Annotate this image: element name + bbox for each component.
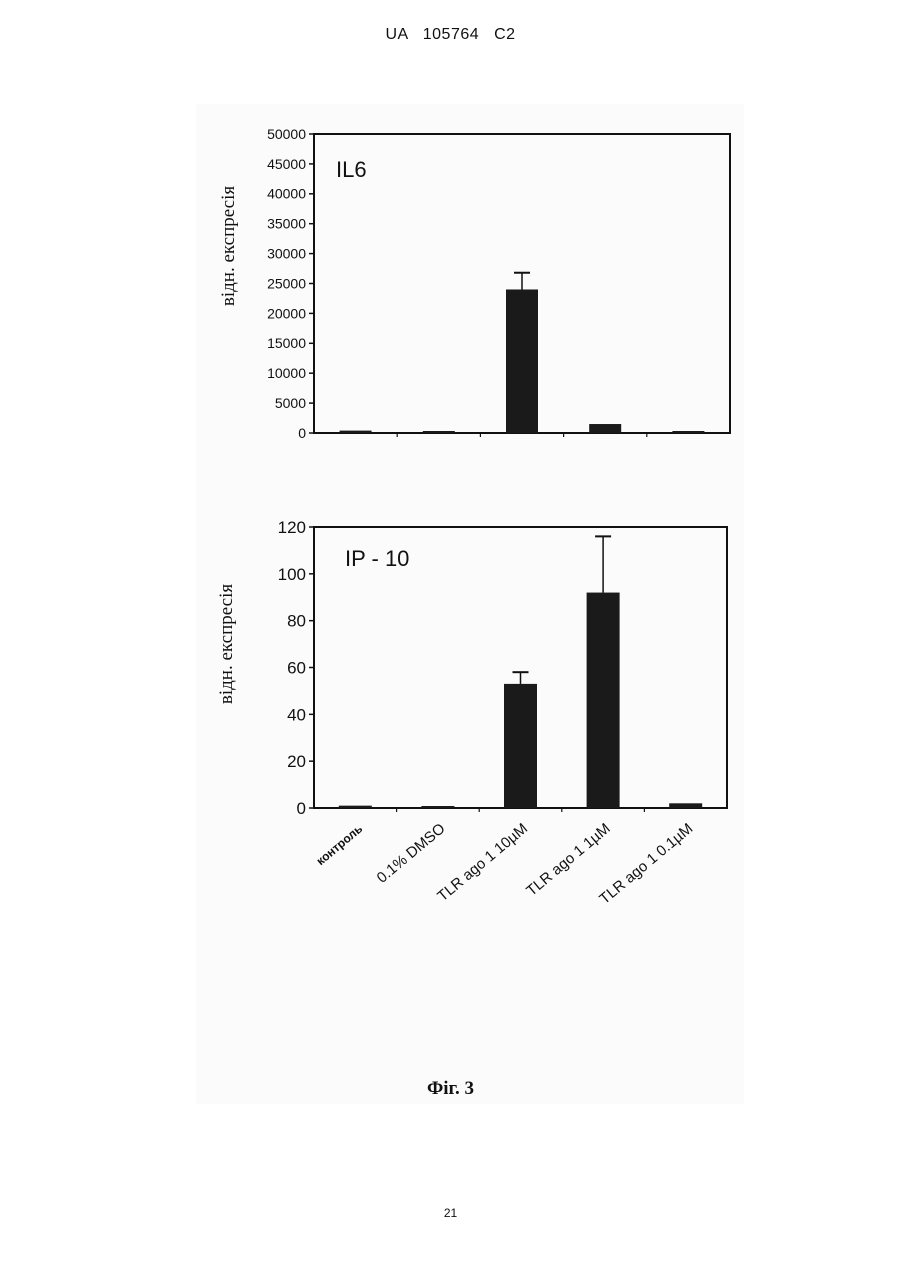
il6-y-tick-label: 25000: [267, 275, 306, 291]
ip10-y-tick-label: 120: [278, 518, 306, 537]
il6-chart: 0 5000 10000 15000 20000 25000 30000 35000 40000…: [218, 126, 730, 441]
il6-y-ticks: 0 5000 10000 15000 20000 25000 30000 35000 40000…: [267, 126, 314, 441]
ip10-bar-tlr-01um: [669, 803, 702, 808]
ip10-y-tick-label: 20: [287, 752, 306, 771]
ip10-title: IP - 10: [345, 546, 409, 571]
il6-bar-tlr-1um: [589, 424, 621, 433]
il6-y-tick-label: 15000: [267, 335, 306, 351]
il6-y-tick-label: 5000: [275, 395, 306, 411]
ip10-bar-tlr-10um: [504, 684, 537, 808]
il6-y-tick-label: 10000: [267, 365, 306, 381]
ip10-bar-dmso: [421, 806, 454, 808]
ip10-y-tick-label: 0: [297, 799, 306, 818]
ip10-x-labels: контроль0.1% DMSOTLR ago 1 10µMTLR ago 1…: [314, 820, 697, 908]
ip10-y-ticks: 0 20 40 60 80 100 120: [278, 518, 314, 818]
x-label-control: контроль: [314, 822, 366, 869]
ip10-y-tick-label: 60: [287, 658, 306, 677]
il6-y-tick-label: 30000: [267, 246, 306, 262]
il6-bar-dmso: [423, 431, 455, 433]
ip10-y-tick-label: 40: [287, 705, 306, 724]
x-label-tlr-1um: TLR ago 1 1µM: [523, 820, 613, 900]
il6-y-axis-label: відн. експресія: [218, 186, 239, 306]
il6-bar-control: [340, 431, 372, 433]
ip10-y-axis-label: відн. експресія: [216, 584, 237, 704]
il6-bars: [340, 273, 705, 433]
ip10-bar-control: [339, 806, 372, 808]
ip10-y-tick-label: 80: [287, 612, 306, 631]
il6-bar-tlr-01um: [672, 431, 704, 433]
il6-y-tick-label: 0: [298, 425, 306, 441]
il6-y-tick-label: 20000: [267, 305, 306, 321]
il6-y-tick-label: 40000: [267, 186, 306, 202]
x-label-dmso: 0.1% DMSO: [374, 820, 449, 887]
x-label-tlr-10um: TLR ago 1 10µM: [434, 820, 531, 905]
il6-y-tick-label: 35000: [267, 216, 306, 232]
ip10-bars: [339, 536, 702, 808]
page-number: 21: [0, 1206, 901, 1220]
il6-bar-tlr-10um: [506, 289, 538, 433]
il6-y-tick-label: 45000: [267, 156, 306, 172]
ip10-chart: 020406080100120 контроль0.1% DMSOTLR ago…: [216, 518, 727, 908]
il6-y-tick-label: 50000: [267, 126, 306, 142]
ip10-y-tick-label: 100: [278, 565, 306, 584]
ip10-bar-tlr-1um: [587, 593, 620, 808]
figure-caption: Фіг. 3: [0, 1078, 901, 1100]
il6-title: IL6: [336, 157, 367, 182]
